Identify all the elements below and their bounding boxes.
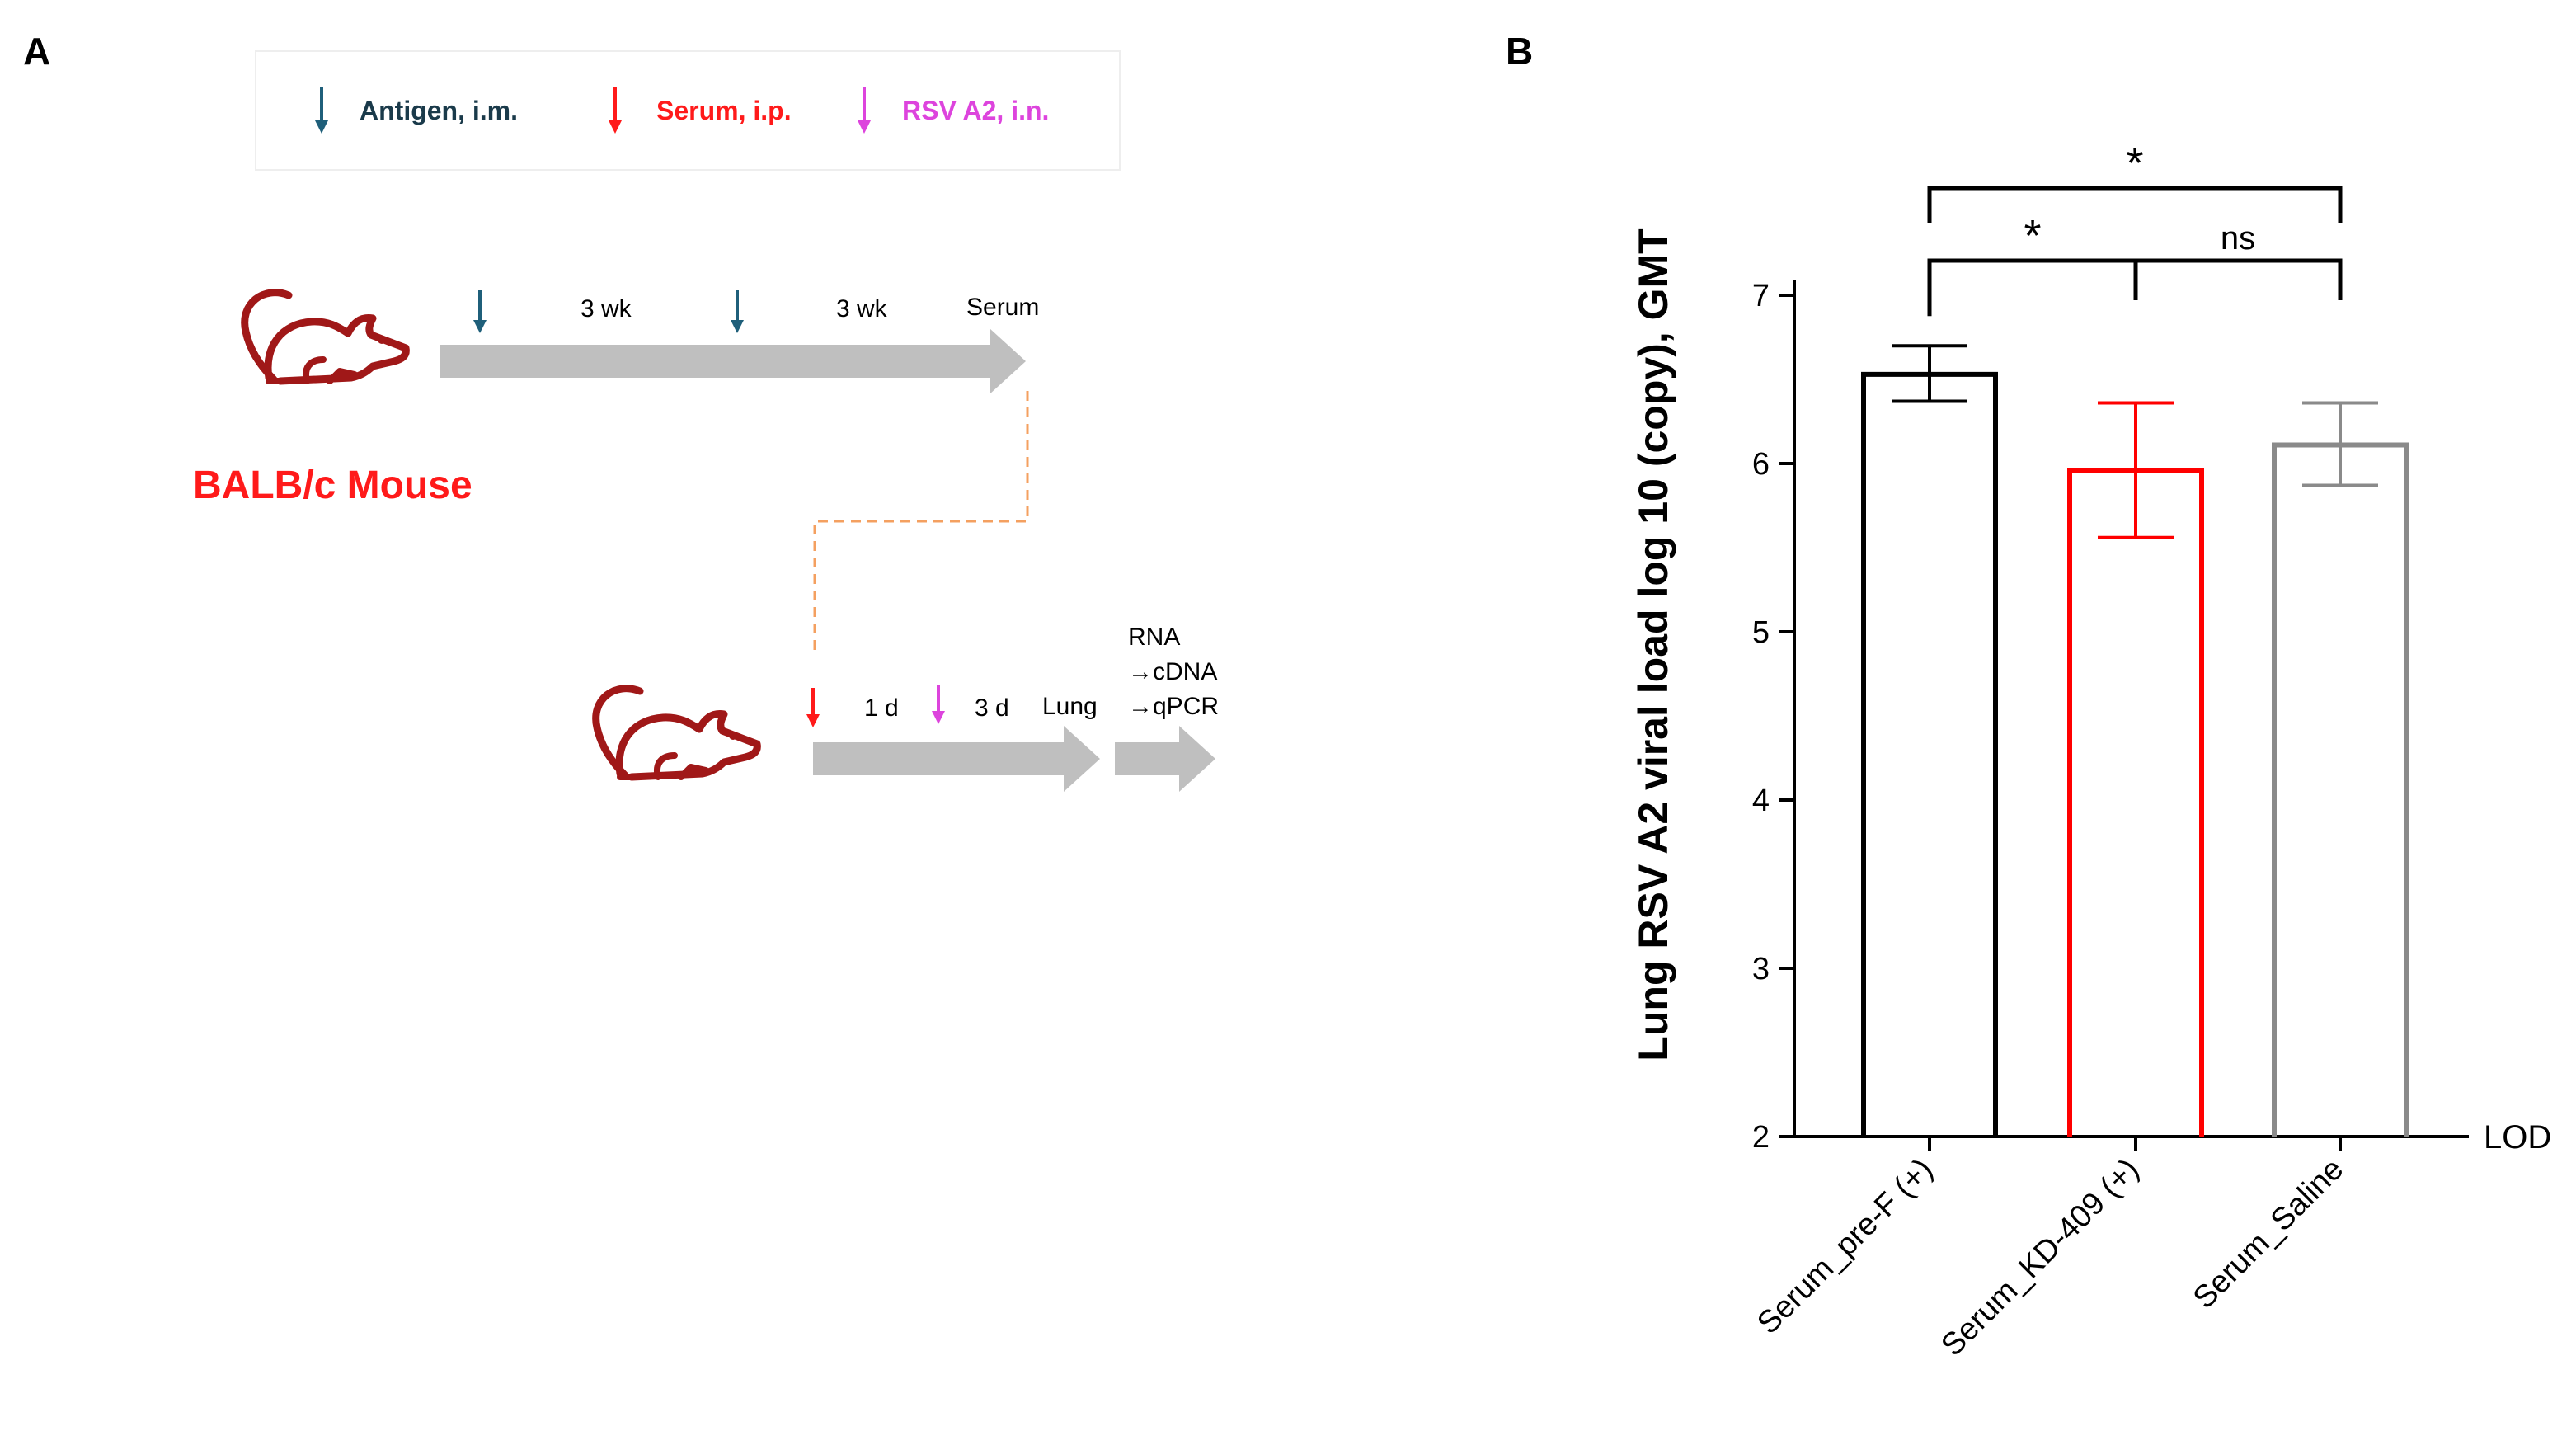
legend-serum-arrow-icon (609, 87, 622, 134)
timeline-2-serum-arrow-icon (806, 688, 820, 727)
connector-line (813, 391, 1029, 652)
y-tick-label: 7 (1752, 279, 1770, 313)
legend-rsv-label: RSV A2, i.n. (902, 96, 1049, 125)
panel-b: B 2 3 4 5 6 7 Lung RSV A2 viral load log 10 (c… (1506, 30, 2551, 1363)
processing-step-2: →cDNA (1128, 658, 1217, 685)
timeline-1-antigen-arrow-2-icon (731, 290, 744, 333)
panel-b-label: B (1506, 30, 1533, 73)
timeline-1-interval-2: 3 wk (836, 295, 888, 322)
y-axis-label: Lung RSV A2 viral load log 10 (copy), GM… (1630, 228, 1676, 1061)
legend-antigen-label: Antigen, i.m. (360, 96, 518, 125)
x-tick-label: Serum_KD-409 (+) (1934, 1152, 2146, 1363)
significance-label: ns (2221, 220, 2255, 257)
significance-bracket (2133, 258, 2343, 300)
legend-rsv-arrow-icon (858, 87, 871, 134)
lod-label: LOD (2484, 1119, 2551, 1156)
timeline-1-arrow (440, 328, 1026, 394)
significance-bracket (1927, 258, 2138, 317)
timeline-2-interval-2: 3 d (975, 694, 1009, 722)
timeline-2-arrow (813, 726, 1100, 792)
y-tick-label: 3 (1752, 952, 1770, 986)
y-tick-label: 5 (1752, 615, 1770, 650)
legend-box (255, 50, 1121, 171)
legend: Antigen, i.m. Serum, i.p. RSV A2, i.n. (255, 50, 1121, 171)
significance-label: * (2126, 139, 2143, 188)
legend-serum-label: Serum, i.p. (656, 96, 792, 125)
mouse-icon-2 (596, 689, 758, 777)
bar-chart: 2 3 4 5 6 7 Lung RSV A2 viral load log 10 (cop… (1630, 139, 2551, 1363)
panel-a-label: A (23, 30, 50, 73)
x-tick-label: Serum_Saline (2187, 1152, 2350, 1316)
y-tick-label: 2 (1752, 1120, 1770, 1155)
timeline-2-end-label: Lung (1042, 693, 1098, 720)
bar (2272, 442, 2409, 1137)
timeline-2-interval-1: 1 d (864, 694, 899, 722)
timeline-2-rsv-arrow-icon (932, 685, 945, 724)
bar (1861, 371, 1998, 1137)
x-tick-label: Serum_pre-F (+) (1751, 1152, 1939, 1341)
significance-label: * (2024, 211, 2041, 261)
mouse-label: BALB/c Mouse (193, 464, 472, 507)
processing-step-1: RNA (1128, 624, 1180, 651)
bar (2067, 468, 2204, 1137)
significance-bracket (1927, 186, 2343, 223)
timeline-1-interval-1: 3 wk (581, 295, 632, 322)
mouse-icon (245, 293, 407, 381)
y-tick-label: 4 (1752, 784, 1770, 818)
y-tick-label: 6 (1752, 447, 1770, 482)
timeline-1: 3 wk 3 wk Serum (440, 290, 1039, 394)
processing-step-3: →qPCR (1128, 693, 1219, 720)
timeline-1-end-label: Serum (966, 294, 1039, 321)
legend-antigen-arrow-icon (315, 87, 328, 134)
processing-arrow (1115, 726, 1215, 792)
timeline-2: 1 d 3 d Lung RNA →cDNA →qPCR (806, 624, 1219, 792)
timeline-1-antigen-arrow-1-icon (473, 290, 487, 333)
panel-a: A Antigen, i.m. Serum, i.p. RSV A2, i.n.… (23, 30, 1219, 792)
